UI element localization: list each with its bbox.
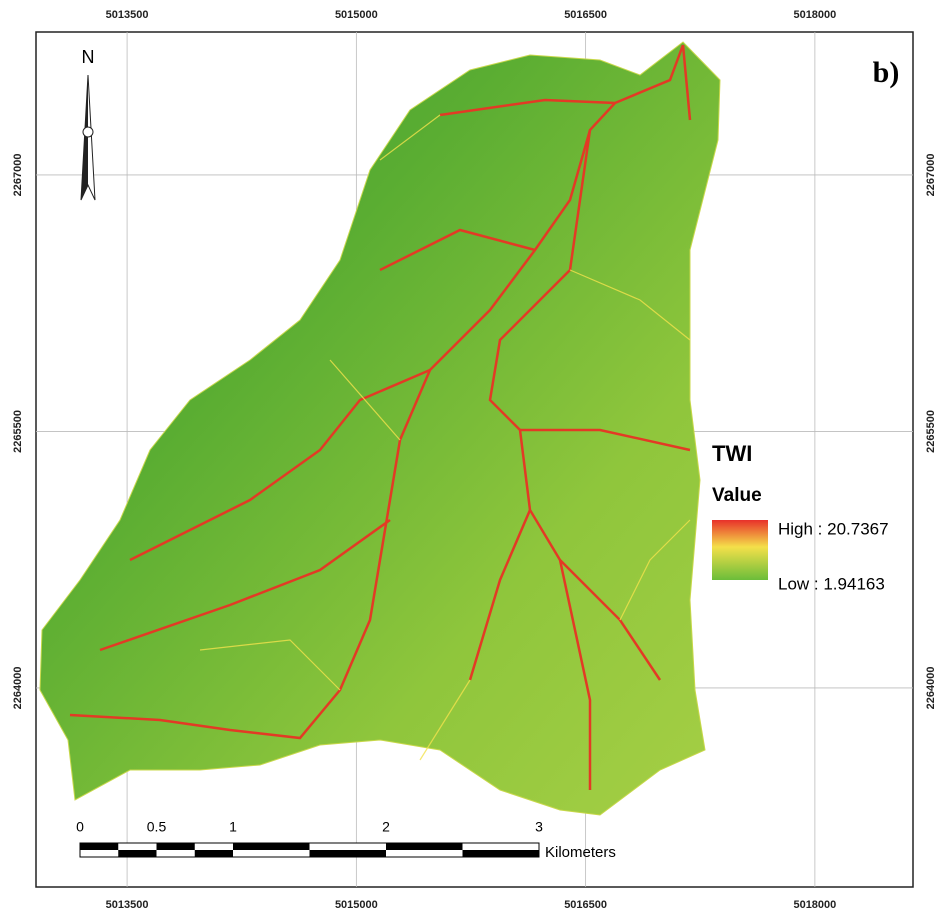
watershed bbox=[39, 41, 721, 816]
legend-title: TWI bbox=[712, 441, 752, 466]
scale-unit: Kilometers bbox=[545, 844, 616, 861]
north-arrow: N bbox=[80, 47, 96, 201]
x-coord-label: 5015000 bbox=[335, 9, 378, 21]
scale-segment bbox=[194, 850, 233, 857]
scale-segment bbox=[462, 850, 539, 857]
scale-label: 1 bbox=[229, 819, 237, 835]
north-arrow-fill bbox=[81, 75, 88, 200]
x-coord-label: 5013500 bbox=[106, 899, 149, 911]
scale-segment bbox=[118, 850, 157, 857]
legend-ramp bbox=[712, 520, 768, 580]
scale-segment bbox=[309, 850, 386, 857]
legend-low: Low : 1.94163 bbox=[778, 574, 885, 593]
scale-segment bbox=[386, 843, 463, 850]
north-label: N bbox=[82, 47, 95, 67]
legend-subtitle: Value bbox=[712, 485, 762, 506]
scale-segment bbox=[156, 843, 195, 850]
scale-segment bbox=[80, 843, 119, 850]
x-coord-label: 5018000 bbox=[793, 899, 836, 911]
north-arrow-circle bbox=[82, 126, 94, 138]
x-coord-label: 5015000 bbox=[335, 899, 378, 911]
x-coord-label: 5013500 bbox=[106, 9, 149, 21]
x-coord-label: 5016500 bbox=[564, 899, 607, 911]
y-coord-label: 2267000 bbox=[925, 154, 937, 197]
y-coord-label: 2264000 bbox=[925, 667, 937, 710]
scale-label: 2 bbox=[382, 819, 390, 835]
streams bbox=[69, 44, 692, 790]
scale-segment bbox=[233, 843, 310, 850]
scale-label: 0.5 bbox=[147, 819, 167, 835]
legend: TWI Value High : 20.7367 Low : 1.94163 bbox=[712, 441, 889, 593]
y-coord-label: 2265500 bbox=[925, 410, 937, 453]
scale-label: 0 bbox=[76, 819, 84, 835]
y-coord-label: 2265500 bbox=[12, 410, 24, 453]
x-coord-label: 5018000 bbox=[793, 9, 836, 21]
y-coord-label: 2264000 bbox=[12, 667, 24, 710]
panel-label: b) bbox=[873, 56, 900, 89]
x-coord-label: 5016500 bbox=[564, 9, 607, 21]
scale-label: 3 bbox=[535, 819, 543, 835]
tributaries bbox=[199, 114, 691, 761]
legend-high: High : 20.7367 bbox=[778, 519, 889, 538]
y-coord-label: 2267000 bbox=[12, 154, 24, 197]
